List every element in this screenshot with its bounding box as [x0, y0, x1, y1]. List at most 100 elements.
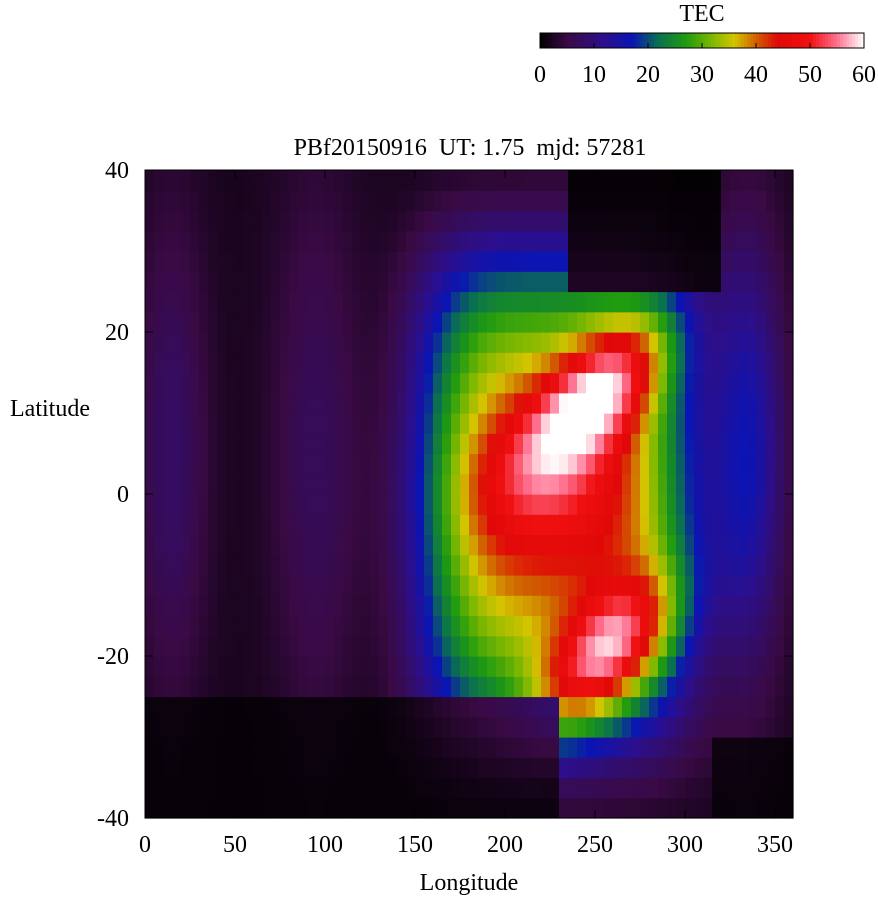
heatmap-cell — [487, 777, 497, 799]
colorbar-segment — [594, 33, 598, 48]
heatmap-cell — [406, 635, 416, 657]
heatmap-cell — [478, 392, 488, 414]
heatmap-cell — [217, 737, 227, 758]
heatmap-cell — [379, 757, 389, 779]
heatmap-cell — [208, 554, 218, 576]
heatmap-cell — [379, 473, 389, 495]
heatmap-cell — [181, 494, 191, 515]
heatmap-cell — [703, 433, 713, 455]
heatmap-cell — [433, 332, 443, 353]
heatmap-cell — [676, 230, 686, 252]
heatmap-cell — [595, 656, 605, 677]
heatmap-cell — [505, 473, 515, 495]
heatmap-cell — [694, 190, 704, 212]
heatmap-cell — [559, 494, 569, 515]
heatmap-cell — [694, 575, 704, 596]
heatmap-cell — [523, 433, 533, 455]
heatmap-cell — [244, 190, 254, 212]
heatmap-cell — [478, 352, 488, 374]
heatmap-cell — [280, 372, 290, 394]
heatmap-cell — [757, 230, 767, 252]
heatmap-cell — [442, 595, 452, 617]
heatmap-cell — [667, 251, 677, 272]
heatmap-cell — [154, 494, 164, 515]
heatmap-cell — [199, 494, 209, 515]
heatmap-cell — [406, 433, 416, 455]
heatmap-cell — [667, 716, 677, 738]
heatmap-cell — [334, 554, 344, 576]
heatmap-cell — [334, 392, 344, 414]
heatmap-cell — [748, 716, 758, 738]
heatmap-cell — [235, 291, 245, 313]
heatmap-cell — [676, 311, 686, 333]
heatmap-cell — [289, 615, 299, 637]
heatmap-cell — [667, 696, 677, 718]
heatmap-cell — [631, 392, 641, 414]
heatmap-cell — [433, 797, 443, 819]
heatmap-cell — [217, 716, 227, 738]
heatmap-cell — [712, 635, 722, 657]
heatmap-cell — [649, 757, 659, 779]
heatmap-cell — [487, 615, 497, 637]
y-tick-label: 0 — [117, 482, 129, 508]
heatmap-cell — [712, 777, 722, 799]
colorbar-segment — [795, 33, 799, 48]
heatmap-cell — [145, 433, 155, 455]
colorbar-segment — [816, 33, 820, 48]
heatmap-cell — [469, 554, 479, 576]
heatmap-cell — [352, 696, 362, 718]
heatmap-cell — [487, 595, 497, 617]
heatmap-cell — [712, 230, 722, 252]
heatmap-cell — [721, 190, 731, 212]
heatmap-cell — [694, 473, 704, 495]
colorbar-segment — [684, 33, 688, 48]
heatmap-cell — [631, 716, 641, 738]
heatmap-cell — [208, 210, 218, 232]
heatmap-cell — [415, 352, 425, 374]
heatmap-cell — [541, 534, 551, 556]
colorbar-segment — [861, 33, 865, 48]
heatmap-cell — [676, 676, 686, 698]
heatmap-cell — [280, 170, 290, 191]
heatmap-cell — [289, 190, 299, 212]
heatmap-cell — [550, 230, 560, 252]
heatmap-cell — [541, 230, 551, 252]
heatmap-cell — [433, 453, 443, 475]
heatmap-cell — [298, 251, 308, 272]
heatmap-cell — [199, 372, 209, 394]
heatmap-cell — [721, 757, 731, 779]
heatmap-cell — [748, 534, 758, 556]
heatmap-cell — [640, 534, 650, 556]
heatmap-cell — [433, 554, 443, 576]
heatmap-cell — [577, 534, 587, 556]
heatmap-cell — [289, 696, 299, 718]
heatmap-cell — [280, 737, 290, 758]
heatmap-cell — [307, 676, 317, 698]
heatmap-cell — [217, 271, 227, 293]
heatmap-cell — [469, 635, 479, 657]
heatmap-cell — [586, 797, 596, 819]
heatmap-cell — [244, 656, 254, 677]
heatmap-cell — [577, 575, 587, 596]
heatmap-cell — [514, 372, 524, 394]
heatmap-cell — [442, 392, 452, 414]
heatmap-cell — [172, 797, 182, 819]
heatmap-cell — [361, 716, 371, 738]
heatmap-cell — [496, 777, 506, 799]
heatmap-cell — [325, 291, 335, 313]
heatmap-cell — [208, 514, 218, 536]
heatmap-cell — [613, 392, 623, 414]
heatmap-cell — [226, 291, 236, 313]
heatmap-cell — [172, 575, 182, 596]
heatmap-cell — [199, 797, 209, 819]
heatmap-cell — [451, 716, 461, 738]
colorbar-segment — [810, 33, 814, 48]
heatmap-cell — [577, 291, 587, 313]
heatmap-cell — [559, 372, 569, 394]
heatmap-cell — [523, 332, 533, 353]
heatmap-cell — [460, 210, 470, 232]
heatmap-cell — [775, 575, 785, 596]
heatmap-cell — [199, 696, 209, 718]
heatmap-cell — [757, 210, 767, 232]
